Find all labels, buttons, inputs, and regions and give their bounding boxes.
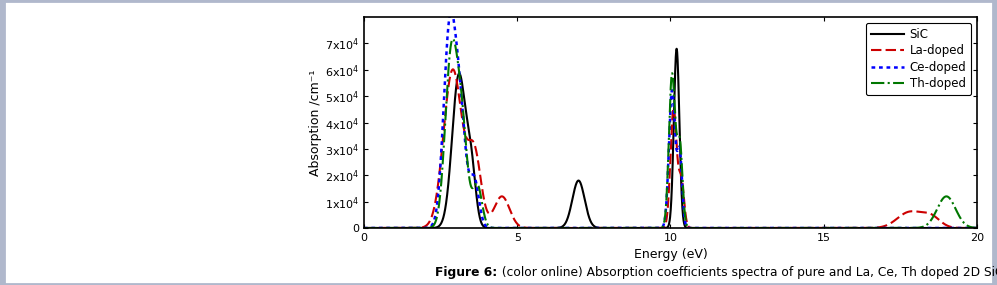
La-doped [922, 211, 934, 215]
SiC [620, 226, 632, 230]
SiC [615, 226, 627, 230]
Th-doped [358, 226, 370, 230]
La-doped [650, 226, 662, 230]
Th-doped [952, 213, 964, 216]
SiC [649, 226, 661, 230]
Ce-doped [620, 226, 632, 230]
La-doped [971, 226, 983, 230]
Y-axis label: Absorption /cm⁻¹: Absorption /cm⁻¹ [309, 69, 322, 176]
Ce-doped [358, 226, 370, 230]
Th-doped [650, 226, 662, 230]
SiC [971, 226, 983, 230]
Th-doped [922, 222, 934, 225]
Th-doped [971, 226, 983, 230]
Th-doped [621, 226, 633, 230]
Ce-doped [804, 226, 816, 230]
Ce-doped [785, 226, 797, 230]
Th-doped [592, 226, 604, 230]
La-doped [447, 68, 459, 71]
La-doped [616, 226, 628, 230]
SiC [358, 226, 370, 230]
SiC [810, 226, 822, 230]
Ce-doped [971, 226, 983, 230]
X-axis label: Energy (eV): Energy (eV) [634, 249, 707, 261]
Ce-doped [952, 226, 964, 230]
Th-doped [616, 226, 628, 230]
Line: La-doped: La-doped [364, 69, 977, 228]
Legend: SiC, La-doped, Ce-doped, Th-doped: SiC, La-doped, Ce-doped, Th-doped [866, 23, 971, 95]
SiC [922, 226, 934, 230]
Ce-doped [649, 226, 661, 230]
La-doped [804, 226, 816, 230]
Ce-doped [446, 10, 458, 13]
La-doped [621, 226, 633, 230]
La-doped [618, 226, 630, 230]
Line: Ce-doped: Ce-doped [364, 11, 977, 228]
SiC [952, 226, 964, 230]
La-doped [358, 226, 370, 230]
Text: Figure 6:: Figure 6: [436, 266, 498, 279]
Th-doped [447, 37, 459, 41]
Ce-doped [616, 226, 628, 230]
Text: (color online) Absorption coefficients spectra of pure and La, Ce, Th doped 2D S: (color online) Absorption coefficients s… [498, 266, 997, 279]
SiC [804, 226, 816, 230]
Th-doped [804, 226, 816, 230]
Line: Th-doped: Th-doped [364, 39, 977, 228]
FancyBboxPatch shape [4, 1, 993, 284]
SiC [671, 47, 683, 50]
Ce-doped [922, 226, 934, 230]
Line: SiC: SiC [364, 49, 977, 228]
La-doped [952, 226, 964, 230]
